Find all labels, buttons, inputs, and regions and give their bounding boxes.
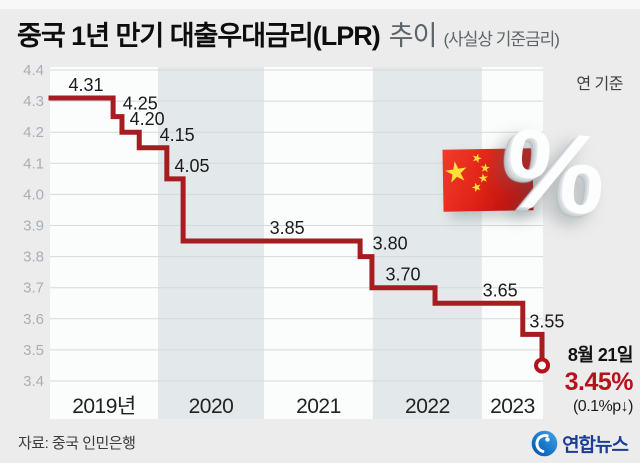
latest-value-callout: 8월 21일 3.45% (0.1%p↓) xyxy=(503,341,634,416)
value-label: 3.85 xyxy=(270,218,305,238)
y-tick-label: 4.1 xyxy=(23,155,44,172)
value-label: 4.15 xyxy=(160,125,195,145)
value-label: 4.20 xyxy=(130,109,165,129)
end-point-marker xyxy=(534,357,551,374)
value-label: 4.25 xyxy=(123,94,158,114)
top-strip xyxy=(0,0,640,9)
year-band xyxy=(481,67,543,419)
flag-large-star-icon: ★ xyxy=(441,154,472,190)
x-year-label: 2022 xyxy=(405,395,450,418)
page-title: 중국 1년 만기 대출우대금리(LPR) xyxy=(17,21,381,51)
page-title-trail: 추이 xyxy=(388,21,438,51)
y-tick-label: 4.4 xyxy=(23,62,44,79)
y-tick-label: 3.9 xyxy=(23,218,44,235)
y-tick-label: 3.5 xyxy=(23,342,44,359)
y-tick-label: 4.0 xyxy=(23,186,44,203)
year-band xyxy=(372,67,482,419)
x-year-label: 2019년 xyxy=(72,395,136,418)
y-tick-label: 4.3 xyxy=(23,93,44,110)
source-note: 자료: 중국 인민은행 xyxy=(18,435,136,452)
y-tick-label: 3.4 xyxy=(23,373,44,390)
callout-date: 8월 21일 xyxy=(567,345,634,365)
lpr-step-line xyxy=(48,95,545,366)
basis-label: 연 기준 xyxy=(576,76,623,93)
y-tick-label: 3.8 xyxy=(23,249,44,266)
yonhap-logo: 연합뉴스 xyxy=(531,430,629,457)
x-year-label: 2020 xyxy=(189,395,234,418)
value-label: 3.65 xyxy=(483,280,518,300)
callout-change: (0.1%p↓) xyxy=(572,398,634,415)
value-label: 4.31 xyxy=(68,75,103,95)
x-year-label: 2021 xyxy=(296,395,341,418)
percent-3d-glyph: % xyxy=(499,104,612,239)
yonhap-globe-icon xyxy=(531,430,558,457)
year-band xyxy=(50,67,158,419)
value-label: 3.80 xyxy=(373,234,408,254)
value-label: 3.55 xyxy=(529,311,564,331)
y-tick-label: 3.6 xyxy=(23,311,44,328)
page-title-note: (사실상 기준금리) xyxy=(443,30,560,49)
y-tick-label: 3.7 xyxy=(23,280,44,297)
value-label: 3.70 xyxy=(385,265,420,285)
yonhap-logo-text: 연합뉴스 xyxy=(562,435,629,456)
x-year-label: 2023 xyxy=(490,395,535,418)
value-label: 4.05 xyxy=(174,156,209,176)
y-tick-label: 4.2 xyxy=(23,124,44,141)
callout-value: 3.45% xyxy=(564,368,634,396)
title-bar: 중국 1년 만기 대출우대금리(LPR) 추이 (사실상 기준금리) xyxy=(17,14,560,53)
